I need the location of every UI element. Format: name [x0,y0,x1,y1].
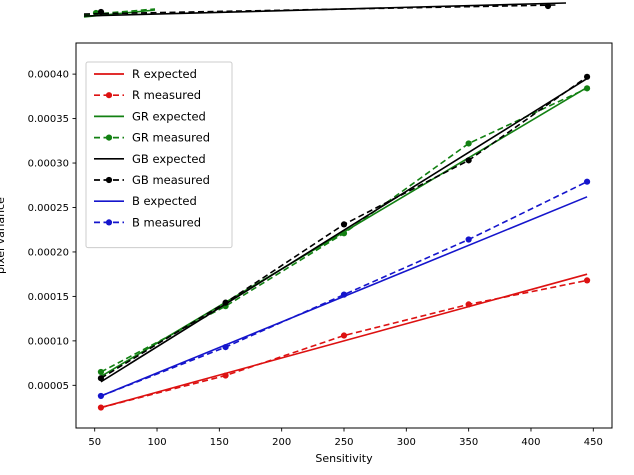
legend-sample-marker [105,176,113,184]
x-tick-label: 50 [88,437,101,448]
y-tick-label: 0.00020 [28,247,69,258]
series-marker-r-measured [465,301,472,308]
y-tick-label: 0.00030 [28,159,69,170]
series-line-b-measured [100,180,588,397]
y-tick-label: 0.00010 [28,336,69,347]
y-tick-label: 0.00015 [28,292,69,303]
series-marker-b-measured [583,178,591,185]
x-tick-label: 450 [584,437,603,448]
x-tick-label: 150 [210,437,229,448]
series-line-gb-expected [100,77,588,383]
top-sliver-marker [97,8,105,16]
series-marker-gb-measured [465,157,472,164]
x-tick-label: 100 [147,437,166,448]
series-marker-gb-measured [583,73,591,80]
legend-label: GR expected [132,109,206,123]
x-tick-label: 250 [334,437,353,448]
series-marker-gb-measured [222,299,229,306]
series-marker-r-measured [222,372,229,379]
y-tick-label: 0.00025 [28,203,69,214]
series-marker-gr-measured [583,85,591,92]
legend-label: GB expected [132,152,206,166]
series-marker-b-measured [222,343,229,351]
legend-label: R expected [132,67,197,81]
x-tick-label: 400 [521,437,540,448]
legend-label: GB measured [132,173,210,187]
x-tick-label: 200 [272,437,291,448]
legend-sample-marker [105,219,113,226]
series-marker-b-measured [97,392,105,400]
series-marker-gb-measured [97,375,105,382]
series-marker-r-measured [340,332,348,339]
legend-label: GR measured [132,131,210,145]
series-line-r-measured [100,279,588,409]
y-axis-label: pixel variance [0,197,7,274]
x-tick-label: 350 [459,437,478,448]
series-marker-r-measured [97,404,105,411]
series-marker-gr-measured [97,368,105,376]
top-sliver-marker [544,2,552,10]
x-tick-label: 300 [397,437,416,448]
y-tick-label: 0.00035 [28,114,69,125]
y-tick-label: 0.00040 [28,70,69,81]
legend-sample-marker [105,92,113,99]
legend-label: B measured [132,215,201,229]
legend-label: B expected [132,194,197,208]
series-marker-b-measured [340,291,348,298]
series-marker-gb-measured [340,221,348,228]
legend-sample-marker [105,134,113,141]
legend-label: R measured [132,88,201,102]
top-sliver-line [83,4,557,15]
y-tick-label: 0.00005 [28,381,69,392]
series-marker-b-measured [465,236,472,243]
series-marker-gr-measured [465,140,472,147]
x-axis-label: Sensitivity [315,452,373,465]
series-marker-r-measured [583,277,591,284]
